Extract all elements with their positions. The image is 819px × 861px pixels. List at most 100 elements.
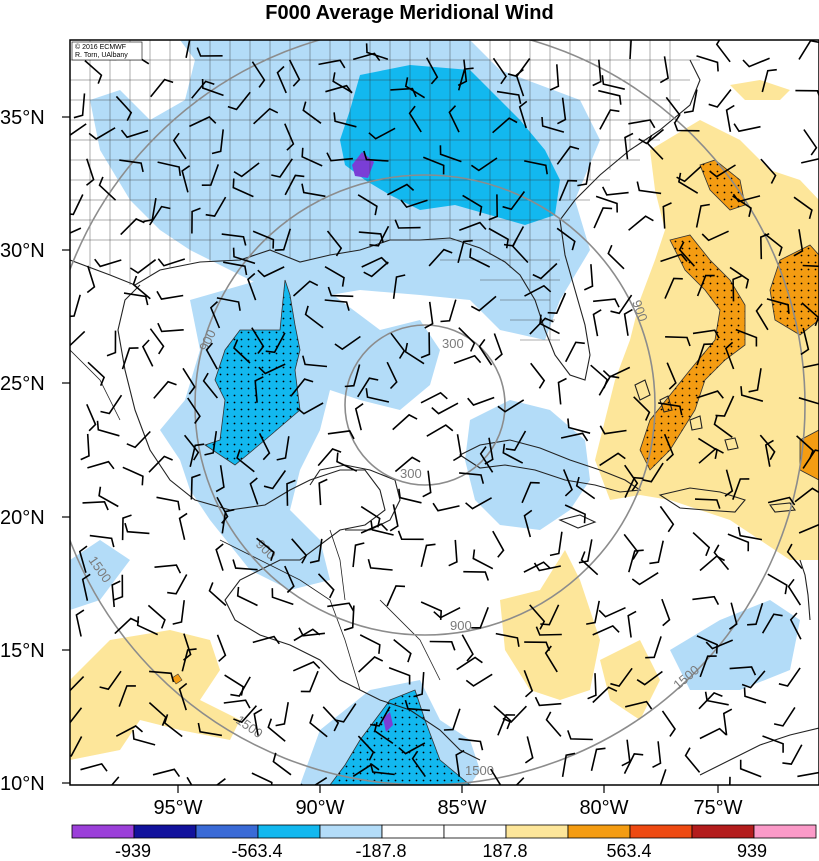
- wind-barb: [298, 627, 325, 637]
- colorbar-cell: [319, 824, 383, 839]
- wind-barb: [544, 645, 558, 673]
- wind-barb: [479, 446, 494, 473]
- wind-barb: [767, 496, 796, 506]
- wind-barb: [326, 152, 353, 162]
- wind-barb: [290, 378, 314, 397]
- wind-barb: [149, 670, 175, 683]
- wind-barb: [296, 402, 324, 415]
- colorbar-cell: [257, 824, 321, 839]
- wind-barb: [106, 330, 117, 357]
- wind-barb: [156, 290, 184, 300]
- wind-barb: [404, 699, 430, 712]
- wind-barb: [610, 667, 633, 688]
- wind-barb: [357, 377, 379, 398]
- wind-barb: [86, 403, 97, 432]
- wind-barb: [467, 396, 495, 406]
- wind-barb: [533, 562, 561, 572]
- wind-barb: [692, 329, 720, 339]
- range-ring-300: [344, 324, 506, 486]
- wind-barb: [598, 375, 620, 396]
- wind-barb: [764, 233, 783, 257]
- wind-barb: [276, 65, 287, 94]
- hispaniola-coast: [658, 487, 746, 513]
- wind-barb: [636, 670, 663, 686]
- wind-barb: [132, 275, 151, 300]
- wind-barb: [778, 667, 801, 687]
- wind-barb: [70, 736, 83, 757]
- wind-barb: [625, 700, 653, 710]
- wind-barb: [365, 388, 390, 403]
- yellow-region-southwest: [70, 630, 240, 760]
- wind-barb: [99, 670, 122, 691]
- wind-barb: [732, 478, 750, 500]
- wind-barb: [760, 158, 777, 184]
- wind-barb: [233, 705, 257, 724]
- wind-barb: [767, 573, 788, 595]
- wind-barb: [301, 147, 323, 167]
- colorbar-label-pos188: 187.8: [482, 841, 527, 861]
- wind-barb: [794, 487, 819, 503]
- wind-barb: [70, 123, 87, 137]
- wind-barb: [694, 498, 721, 509]
- wind-barb: [386, 361, 398, 390]
- wind-barb: [123, 292, 149, 306]
- wind-barb: [147, 604, 166, 629]
- wind-barb: [556, 145, 580, 165]
- wind-barb: [580, 551, 599, 576]
- wind-barb: [497, 714, 516, 736]
- latitude-labels: 35°N 30°N 25°N 20°N 15°N 10°N: [0, 107, 45, 795]
- wind-barb: [465, 673, 493, 687]
- wind-barb: [794, 229, 804, 257]
- wind-barb: [439, 145, 462, 163]
- wind-barb: [197, 722, 223, 737]
- wind-barb: [209, 301, 221, 329]
- colorbar-label-neg188: -187.8: [355, 841, 406, 861]
- wind-barb: [156, 496, 181, 511]
- lon-label-95: 95°W: [153, 797, 202, 819]
- puerto-rico-coast: [769, 502, 796, 513]
- wind-barb: [232, 178, 254, 198]
- wind-barb: [802, 449, 819, 469]
- wind-barb: [215, 465, 225, 493]
- wind-barb: [369, 225, 390, 247]
- wind-barb: [119, 159, 144, 173]
- wind-barb: [539, 314, 560, 335]
- wind-barb: [118, 685, 136, 707]
- wind-barb: [722, 708, 733, 736]
- wind-barb: [183, 434, 200, 461]
- wind-barb: [695, 203, 710, 228]
- yellow-region-north-right: [730, 80, 790, 100]
- wind-barb: [249, 477, 259, 505]
- colorbar-cell: [443, 824, 507, 839]
- wind-barb: [557, 97, 567, 125]
- wind-barb: [73, 93, 86, 119]
- wind-barb: [457, 239, 473, 264]
- wind-barb: [713, 415, 733, 438]
- wind-barb: [82, 500, 109, 511]
- wind-barb: [86, 158, 95, 186]
- wind-barb: [696, 343, 714, 366]
- jamaica-coast: [558, 514, 597, 529]
- wind-barb: [223, 699, 251, 709]
- wind-barb: [448, 105, 460, 133]
- wind-barb: [100, 394, 123, 415]
- wind-barb: [567, 730, 593, 741]
- wind-barb: [440, 299, 457, 323]
- wind-barb: [167, 574, 188, 595]
- lon-label-90: 90°W: [295, 797, 344, 819]
- wind-barb: [564, 341, 585, 363]
- wind-barb: [660, 253, 688, 263]
- wind-barb: [80, 433, 90, 461]
- wind-barb: [577, 162, 592, 187]
- wind-barb: [535, 626, 562, 636]
- wind-barb: [701, 230, 729, 242]
- wind-barb: [699, 727, 727, 740]
- wind-barb: [664, 277, 683, 299]
- colorbar-cell: [505, 824, 569, 839]
- wind-barb: [252, 635, 280, 645]
- wind-barb: [302, 101, 322, 124]
- wind-barb: [455, 749, 465, 777]
- wind-barb: [459, 472, 485, 484]
- wind-barb: [541, 116, 565, 133]
- wind-barb: [360, 523, 389, 534]
